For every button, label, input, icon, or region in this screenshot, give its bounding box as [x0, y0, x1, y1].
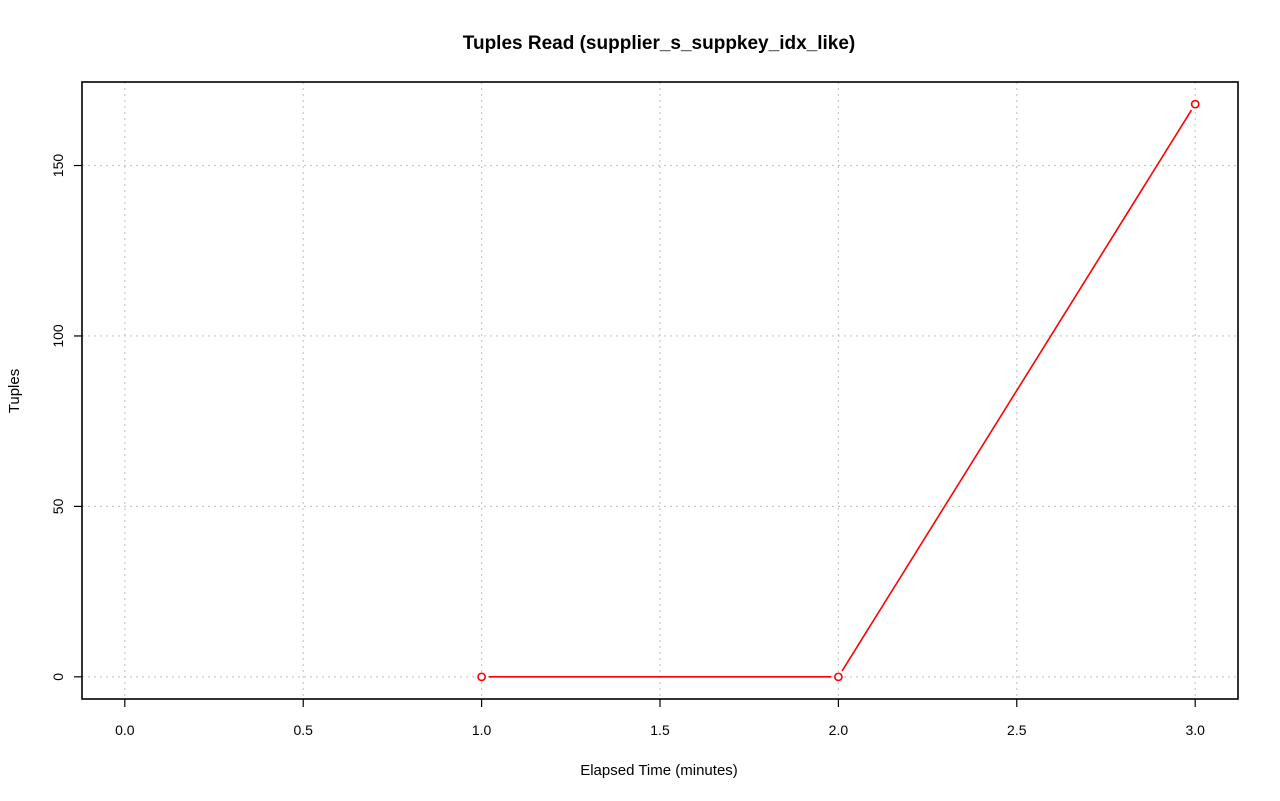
series-0-point-0	[477, 672, 487, 682]
x-tick-label: 1.0	[472, 722, 492, 738]
series-0-segment-1	[841, 109, 1193, 672]
x-tick-label: 0.5	[293, 722, 313, 738]
x-tick-label: 2.5	[1007, 722, 1027, 738]
series-0-point-1	[833, 672, 843, 682]
chart-title: Tuples Read (supplier_s_suppkey_idx_like…	[463, 33, 855, 54]
series-0-point-2	[1190, 99, 1200, 109]
x-axis: 0.0 0.5 1.0 1.5 2.0 2.5 3.0	[115, 699, 1205, 738]
y-tick-label: 150	[50, 154, 66, 178]
y-tick-label: 100	[50, 324, 66, 348]
x-tick-label: 1.5	[650, 722, 670, 738]
x-tick-label: 0.0	[115, 722, 135, 738]
x-tick-label: 2.0	[829, 722, 849, 738]
y-tick-label: 0	[50, 673, 66, 681]
y-axis: 0 50 100 150	[50, 154, 82, 681]
x-tick-label: 3.0	[1185, 722, 1205, 738]
y-tick-label: 50	[50, 498, 66, 514]
x-axis-label: Elapsed Time (minutes)	[580, 762, 738, 779]
plot-frame	[81, 81, 1239, 700]
y-axis-label: Tuples	[6, 369, 23, 413]
series-layer	[477, 99, 1200, 682]
grid	[82, 82, 1238, 699]
